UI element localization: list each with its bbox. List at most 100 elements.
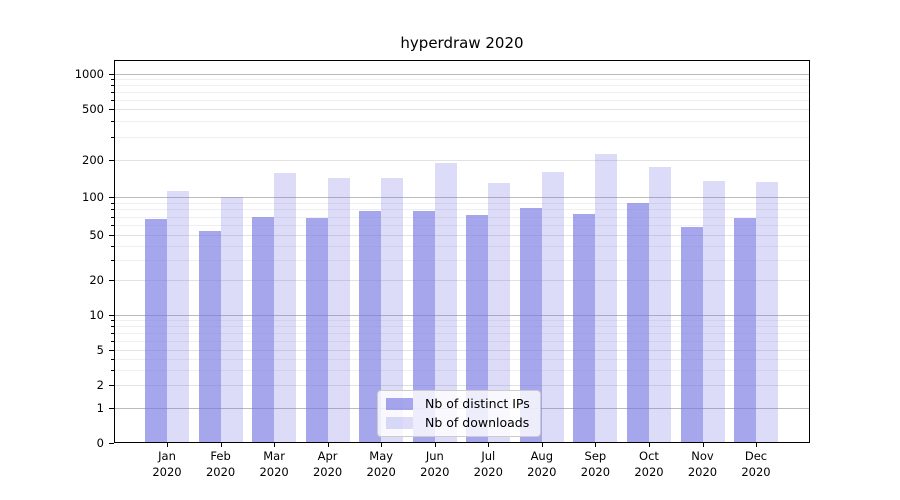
x-tick-mark — [327, 443, 329, 447]
x-tick-label: Sep 2020 — [580, 449, 611, 479]
y-tick-label: 500 — [82, 101, 104, 116]
y-tick-label: 10 — [89, 307, 104, 322]
x-tick-label: Jun 2020 — [420, 449, 450, 479]
gridline — [114, 209, 810, 211]
y-minor-tick-mark — [111, 109, 114, 110]
legend-swatch-distinct-ips — [386, 397, 413, 410]
legend-label-downloads: Nb of downloads — [425, 415, 530, 430]
gridline — [114, 92, 810, 93]
gridline — [114, 246, 810, 247]
y-minor-tick-mark — [111, 340, 114, 342]
bar-downloads-apr — [327, 177, 350, 443]
y-minor-tick-mark — [111, 225, 114, 226]
x-tick-mark — [649, 443, 650, 447]
y-minor-tick-mark — [111, 385, 114, 386]
gridline — [114, 99, 810, 101]
x-tick-label: Jan 2020 — [152, 449, 182, 479]
y-tick-mark — [109, 408, 114, 409]
y-tick-label: 0 — [96, 435, 104, 450]
y-minor-tick-mark — [111, 79, 114, 81]
gridline — [114, 121, 810, 123]
bar-distinct-ips-sep — [573, 214, 596, 443]
legend-swatch-downloads — [386, 416, 413, 429]
bar-downloads-feb — [220, 196, 243, 443]
y-minor-tick-mark — [111, 92, 114, 93]
gridline — [114, 202, 810, 204]
bar-distinct-ips-feb — [198, 230, 221, 443]
bar-downloads-may — [381, 177, 404, 443]
x-tick-mark — [756, 443, 757, 447]
bar-distinct-ips-apr — [305, 218, 328, 443]
y-minor-tick-mark — [111, 326, 114, 328]
bar-distinct-ips-aug — [519, 207, 542, 443]
plot-area: Nb of distinct IPs Nb of downloads — [114, 60, 810, 443]
gridline — [114, 197, 810, 198]
x-tick-mark — [434, 443, 436, 447]
x-tick-mark — [595, 443, 597, 447]
bar-downloads-nov — [702, 180, 725, 443]
x-tick-mark — [167, 443, 168, 447]
y-tick-label: 1000 — [74, 66, 104, 81]
bar-distinct-ips-mar — [252, 217, 275, 443]
y-minor-tick-mark — [111, 209, 114, 211]
y-tick-label: 100 — [82, 189, 104, 204]
y-minor-tick-mark — [111, 85, 114, 87]
y-minor-tick-mark — [111, 202, 114, 204]
bar-distinct-ips-may — [359, 210, 382, 443]
y-minor-tick-mark — [111, 369, 114, 371]
gridline — [114, 350, 810, 351]
x-tick-label: Apr 2020 — [312, 449, 343, 479]
x-tick-label: Oct 2020 — [634, 449, 664, 479]
bar-downloads-jul — [488, 183, 511, 443]
y-minor-tick-mark — [111, 121, 114, 123]
gridline — [114, 340, 810, 342]
y-minor-tick-mark — [111, 216, 114, 218]
x-tick-label: May 2020 — [366, 449, 396, 479]
y-minor-tick-mark — [111, 235, 114, 236]
legend: Nb of distinct IPs Nb of downloads — [377, 390, 541, 437]
legend-item-downloads: Nb of downloads — [386, 415, 530, 430]
y-minor-tick-mark — [111, 320, 114, 322]
x-tick-mark — [488, 443, 490, 447]
y-tick-mark — [109, 74, 114, 75]
x-tick-label: Aug 2020 — [527, 449, 557, 479]
y-tick-label: 2 — [96, 377, 104, 392]
y-minor-tick-mark — [111, 260, 114, 262]
x-tick-mark — [381, 443, 383, 447]
x-tick-mark — [702, 443, 704, 447]
bar-distinct-ips-jul — [466, 215, 489, 443]
gridline — [114, 137, 810, 139]
gridline — [114, 385, 810, 386]
bar-downloads-mar — [274, 172, 297, 443]
bar-distinct-ips-nov — [680, 226, 703, 443]
y-minor-tick-mark — [111, 246, 114, 247]
gridline — [114, 358, 810, 360]
y-tick-mark — [109, 443, 114, 444]
bar-downloads-dec — [756, 182, 778, 443]
gridline — [114, 216, 810, 218]
bar-distinct-ips-jan — [145, 219, 167, 443]
y-tick-label: 20 — [89, 272, 104, 287]
y-tick-label: 200 — [82, 152, 104, 167]
x-tick-mark — [274, 443, 276, 447]
y-tick-label: 1 — [96, 400, 104, 415]
x-tick-label: Mar 2020 — [259, 449, 289, 479]
y-minor-tick-mark — [111, 358, 114, 360]
bar-downloads-jan — [167, 190, 189, 443]
gridline — [114, 109, 810, 110]
gridline — [114, 333, 810, 334]
gridline — [114, 326, 810, 328]
bar-distinct-ips-oct — [627, 202, 649, 443]
x-tick-mark — [220, 443, 222, 447]
x-tick-label: Jul 2020 — [473, 449, 503, 479]
y-tick-mark — [109, 315, 114, 316]
gridline — [114, 85, 810, 87]
gridline — [114, 160, 810, 161]
bar-downloads-oct — [649, 166, 671, 443]
gridline — [114, 260, 810, 262]
x-tick-label: Nov 2020 — [687, 449, 718, 479]
y-tick-label: 5 — [96, 342, 104, 357]
x-tick-label: Feb 2020 — [205, 449, 236, 479]
y-minor-tick-mark — [111, 160, 114, 161]
x-tick-label: Dec 2020 — [741, 449, 771, 479]
